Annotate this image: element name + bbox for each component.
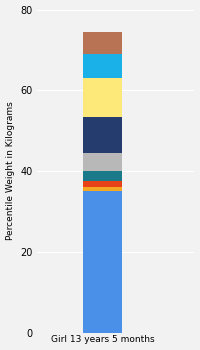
Bar bbox=[83, 181, 122, 187]
Bar bbox=[83, 32, 122, 54]
Bar bbox=[83, 78, 122, 117]
Y-axis label: Percentile Weight in Kilograms: Percentile Weight in Kilograms bbox=[6, 102, 15, 240]
Bar bbox=[83, 187, 122, 191]
Bar bbox=[83, 117, 122, 153]
Bar bbox=[83, 171, 122, 181]
Bar bbox=[83, 54, 122, 78]
Bar bbox=[83, 153, 122, 171]
Bar bbox=[83, 191, 122, 332]
